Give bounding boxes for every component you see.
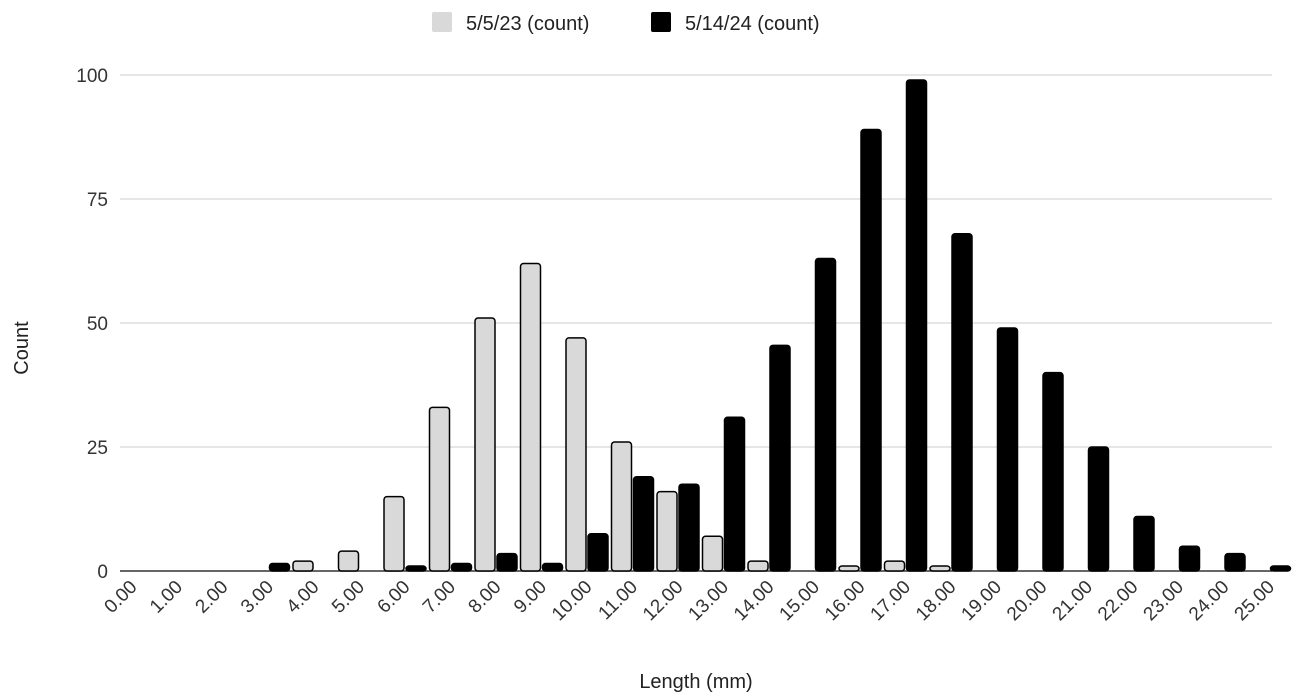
bar-series-2-8.00[interactable] bbox=[496, 552, 518, 572]
legend[interactable]: 5/5/23 (count) 5/14/24 (count) bbox=[432, 12, 820, 35]
bar-series-2-12.00[interactable] bbox=[678, 483, 700, 572]
y-tick-label: 75 bbox=[87, 190, 108, 211]
bar-series-2-10.00[interactable] bbox=[587, 533, 609, 572]
x-tick-label: 16.00 bbox=[821, 577, 869, 625]
bar-series-2-17.00[interactable] bbox=[905, 79, 928, 572]
x-tick-label: 19.00 bbox=[958, 577, 1006, 625]
x-tick-label: 12.00 bbox=[639, 577, 687, 625]
x-tick-label: 14.00 bbox=[730, 577, 778, 625]
bar-series-2-14.00[interactable] bbox=[769, 344, 791, 572]
legend-label-series-2: 5/14/24 (count) bbox=[685, 13, 820, 35]
bar-series-1-11.00[interactable] bbox=[610, 441, 633, 572]
x-tick-label: 1.00 bbox=[146, 577, 187, 618]
x-tick-label: 25.00 bbox=[1231, 577, 1279, 625]
bar-series-1-12.00[interactable] bbox=[656, 490, 678, 572]
bar-series-2-25.00[interactable] bbox=[1269, 565, 1292, 572]
bar-series-2-16.00[interactable] bbox=[860, 128, 882, 572]
bar-series-2-7.00[interactable] bbox=[450, 562, 473, 572]
x-tick-label: 10.00 bbox=[548, 577, 596, 625]
x-tick-label: 24.00 bbox=[1185, 577, 1233, 625]
bar-series-1-8.00[interactable] bbox=[474, 317, 496, 572]
x-tick-label: 6.00 bbox=[374, 577, 415, 618]
x-tick-label: 4.00 bbox=[283, 577, 324, 618]
x-tick-label: 21.00 bbox=[1049, 577, 1097, 625]
x-tick-label: 22.00 bbox=[1094, 577, 1142, 625]
x-tick-label: 7.00 bbox=[419, 577, 460, 618]
bar-series-1-7.00[interactable] bbox=[428, 406, 451, 572]
bar-series-2-23.00[interactable] bbox=[1178, 545, 1201, 572]
x-tick-label: 13.00 bbox=[685, 577, 733, 625]
bar-series-1-13.00[interactable] bbox=[701, 535, 724, 572]
bar-series-1-10.00[interactable] bbox=[565, 337, 587, 572]
x-tick-label: 18.00 bbox=[912, 577, 960, 625]
y-tick-label: 100 bbox=[76, 66, 108, 87]
bar-series-2-20.00[interactable] bbox=[1042, 371, 1064, 572]
x-tick-labels: 0.00 1.00 2.00 3.00 4.00 5.00 6.00 7.00 8.00 9.00… bbox=[101, 577, 1280, 625]
x-tick-label: 23.00 bbox=[1140, 577, 1188, 625]
bar-series-2-13.00[interactable] bbox=[723, 416, 746, 572]
bar-series-2-6.00[interactable] bbox=[405, 565, 427, 572]
bar-series-2-11.00[interactable] bbox=[632, 476, 655, 572]
bar-series-1-18.00[interactable] bbox=[929, 565, 951, 572]
y-axis-title: Count bbox=[11, 321, 33, 375]
bar-series-2-3.00[interactable] bbox=[268, 562, 291, 572]
x-tick-label: 11.00 bbox=[595, 577, 642, 624]
x-tick-label: 20.00 bbox=[1003, 577, 1051, 625]
bar-series-2-18.00[interactable] bbox=[951, 232, 973, 572]
bar-series-1-5.00[interactable] bbox=[337, 550, 360, 572]
bar-series-1-17.00[interactable] bbox=[883, 560, 906, 572]
x-tick-label: 17.00 bbox=[867, 577, 915, 625]
x-tick-label: 3.00 bbox=[237, 577, 278, 618]
legend-swatch-series-2 bbox=[651, 12, 671, 32]
bar-series-1-4.00[interactable] bbox=[292, 560, 314, 572]
x-tick-label: 9.00 bbox=[510, 577, 551, 618]
bar-series-1-14.00[interactable] bbox=[747, 560, 769, 572]
bar-series-1-6.00[interactable] bbox=[383, 495, 405, 572]
bars bbox=[268, 79, 1292, 572]
y-tick-label: 50 bbox=[87, 314, 108, 335]
x-tick-label: 15.00 bbox=[776, 577, 824, 625]
bar-series-2-22.00[interactable] bbox=[1133, 515, 1155, 572]
x-tick-label: 2.00 bbox=[192, 577, 233, 618]
y-tick-labels: 0 25 50 75 100 bbox=[76, 66, 108, 583]
bar-series-2-15.00[interactable] bbox=[814, 257, 837, 572]
x-axis-title: Length (mm) bbox=[639, 671, 752, 693]
bar-series-1-9.00[interactable] bbox=[519, 262, 542, 572]
bar-series-2-21.00[interactable] bbox=[1087, 446, 1110, 572]
x-tick-label: 5.00 bbox=[328, 577, 369, 618]
bar-series-2-19.00[interactable] bbox=[996, 327, 1019, 572]
legend-swatch-series-1 bbox=[432, 12, 452, 32]
bar-series-1-16.00[interactable] bbox=[838, 565, 860, 572]
legend-label-series-1: 5/5/23 (count) bbox=[466, 13, 589, 35]
bar-series-2-24.00[interactable] bbox=[1224, 552, 1246, 572]
x-tick-label: 8.00 bbox=[465, 577, 506, 618]
bar-series-2-9.00[interactable] bbox=[541, 562, 564, 572]
y-tick-label: 25 bbox=[87, 438, 108, 459]
y-tick-label: 0 bbox=[97, 562, 108, 583]
